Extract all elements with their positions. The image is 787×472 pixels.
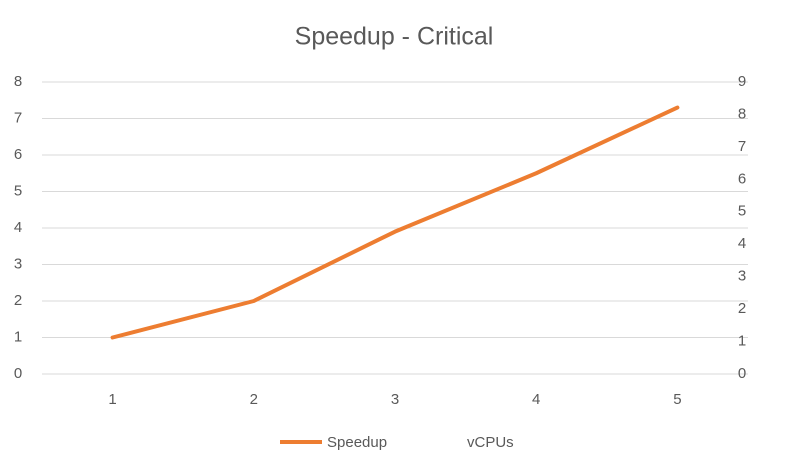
y2-tick-label: 5 — [738, 203, 746, 220]
y-tick-label: 2 — [14, 292, 22, 309]
y-tick-label: 5 — [14, 182, 22, 199]
chart-title: Speedup - Critical — [295, 23, 494, 51]
x-tick-label: 5 — [673, 391, 681, 408]
y-tick-label: 7 — [14, 109, 22, 126]
y-tick-label: 8 — [14, 73, 22, 90]
y2-tick-label: 7 — [738, 138, 746, 155]
y2-tick-label: 6 — [738, 170, 746, 187]
y2-tick-label: 3 — [738, 268, 746, 285]
y2-tick-label: 4 — [738, 235, 746, 252]
y-tick-label: 3 — [14, 255, 22, 272]
legend-label: vCPUs — [467, 434, 514, 451]
x-tick-label: 4 — [532, 391, 540, 408]
y2-tick-label: 2 — [738, 300, 746, 317]
y-tick-label: 6 — [14, 146, 22, 163]
x-tick-label: 3 — [391, 391, 399, 408]
y-tick-label: 0 — [14, 365, 22, 382]
series-line — [110, 105, 680, 340]
y2-tick-label: 9 — [738, 73, 746, 90]
legend-label: Speedup — [327, 434, 387, 451]
y2-tick-label: 0 — [738, 365, 746, 382]
x-tick-label: 2 — [250, 391, 258, 408]
y2-tick-label: 8 — [738, 105, 746, 122]
x-tick-label: 1 — [108, 391, 116, 408]
y-tick-label: 4 — [14, 219, 22, 236]
y2-tick-label: 1 — [738, 333, 746, 350]
y-tick-label: 1 — [14, 328, 22, 345]
